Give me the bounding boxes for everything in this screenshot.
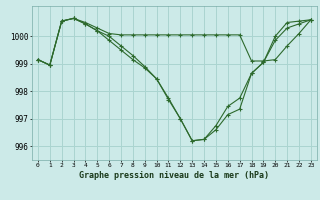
X-axis label: Graphe pression niveau de la mer (hPa): Graphe pression niveau de la mer (hPa) [79, 171, 269, 180]
